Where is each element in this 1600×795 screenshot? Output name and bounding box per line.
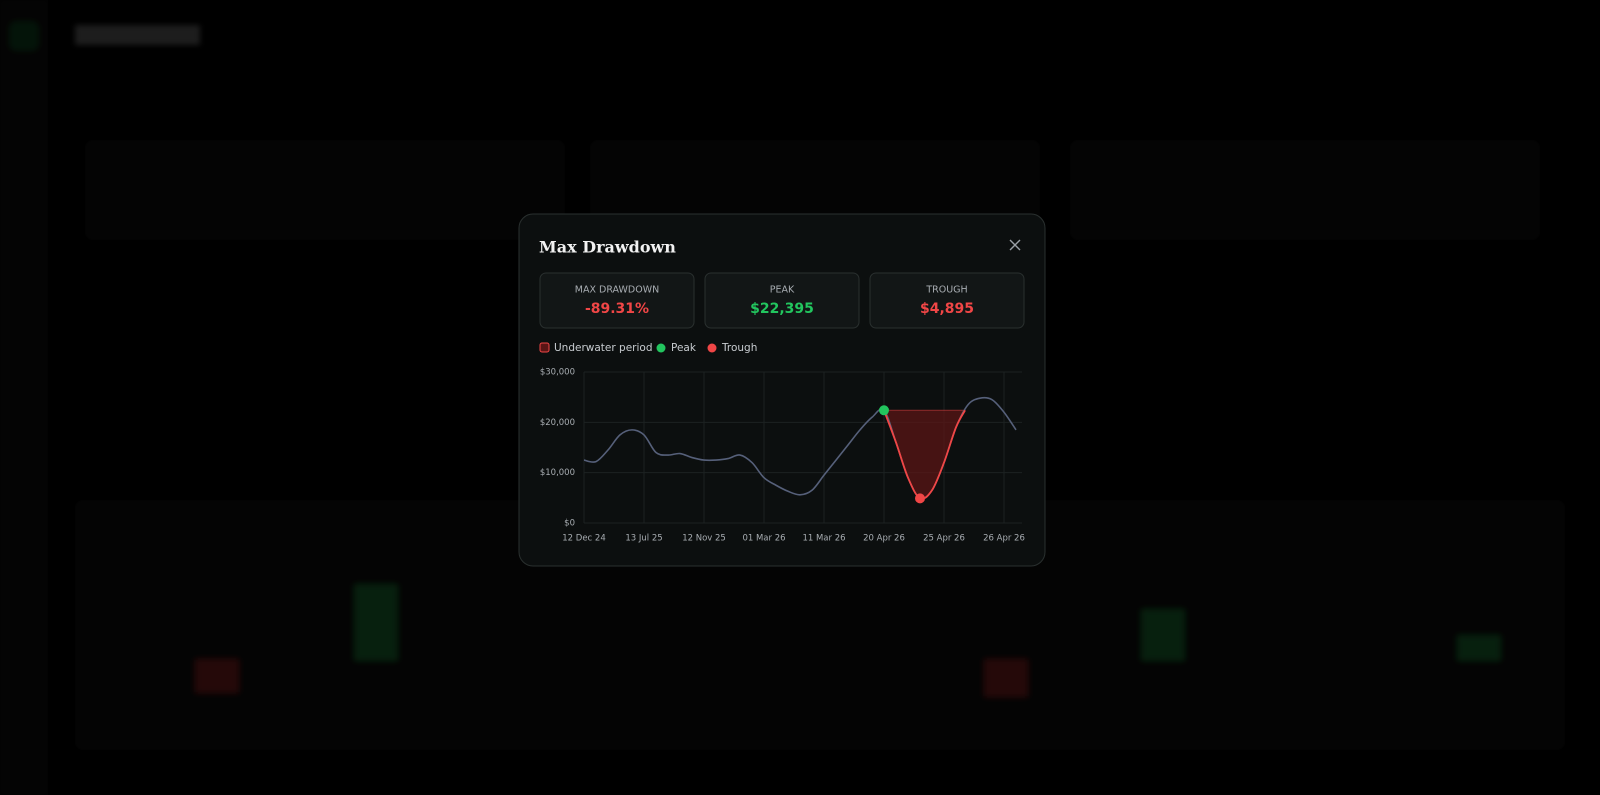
x-tick-label: 11 Mar 26 — [802, 534, 845, 544]
legend-dot — [707, 343, 717, 353]
stat-card — [539, 272, 695, 329]
stat-card — [704, 272, 860, 329]
legend-swatch — [539, 342, 550, 353]
x-tick-label: 12 Nov 25 — [682, 534, 726, 544]
underwater-line — [883, 409, 966, 500]
trough-marker — [915, 493, 925, 504]
close-button[interactable] — [1009, 239, 1021, 251]
background-dashboard — [0, 0, 1565, 795]
stat-value: $4,895 — [920, 301, 974, 317]
y-tick-label: $10,000 — [540, 468, 575, 478]
y-tick-label: $30,000 — [540, 368, 575, 378]
x-tick-label: 20 Apr 26 — [863, 534, 905, 544]
stat-value: -89.31% — [585, 301, 649, 317]
legend-label: Underwater period — [554, 342, 652, 354]
bg-bar — [1458, 636, 1500, 660]
stat-card — [869, 272, 1025, 329]
stat-label: MAX DRAWDOWN — [575, 285, 659, 296]
sidebar — [0, 0, 48, 795]
stat-label: TROUGH — [925, 285, 967, 296]
heading-block — [75, 25, 200, 45]
legend-label: Peak — [671, 342, 697, 354]
stat-value: $22,395 — [750, 301, 814, 317]
x-tick-label: 25 Apr 26 — [923, 534, 965, 544]
y-tick-label: $0 — [564, 519, 575, 529]
modal — [518, 213, 1046, 567]
stat-label: PEAK — [770, 285, 795, 296]
y-tick-label: $20,000 — [540, 418, 575, 428]
x-tick-label: 01 Mar 26 — [742, 534, 785, 544]
x-tick-label: 26 Apr 26 — [983, 534, 1025, 544]
modal-title: Max Drawdown — [539, 238, 676, 257]
legend-label: Trough — [721, 342, 757, 354]
card — [1070, 140, 1540, 240]
card — [85, 140, 565, 240]
bar-panel — [75, 500, 1565, 750]
underwater-area — [884, 410, 966, 499]
x-tick-label: 12 Dec 24 — [562, 534, 605, 544]
bg-bar — [355, 585, 397, 660]
bg-bar — [196, 660, 238, 692]
logo — [10, 22, 38, 50]
bg-bar — [1142, 610, 1184, 660]
x-tick-label: 13 Jul 25 — [625, 534, 662, 544]
legend-dot — [656, 343, 666, 353]
bg-bar — [985, 660, 1027, 696]
peak-marker — [879, 405, 889, 416]
